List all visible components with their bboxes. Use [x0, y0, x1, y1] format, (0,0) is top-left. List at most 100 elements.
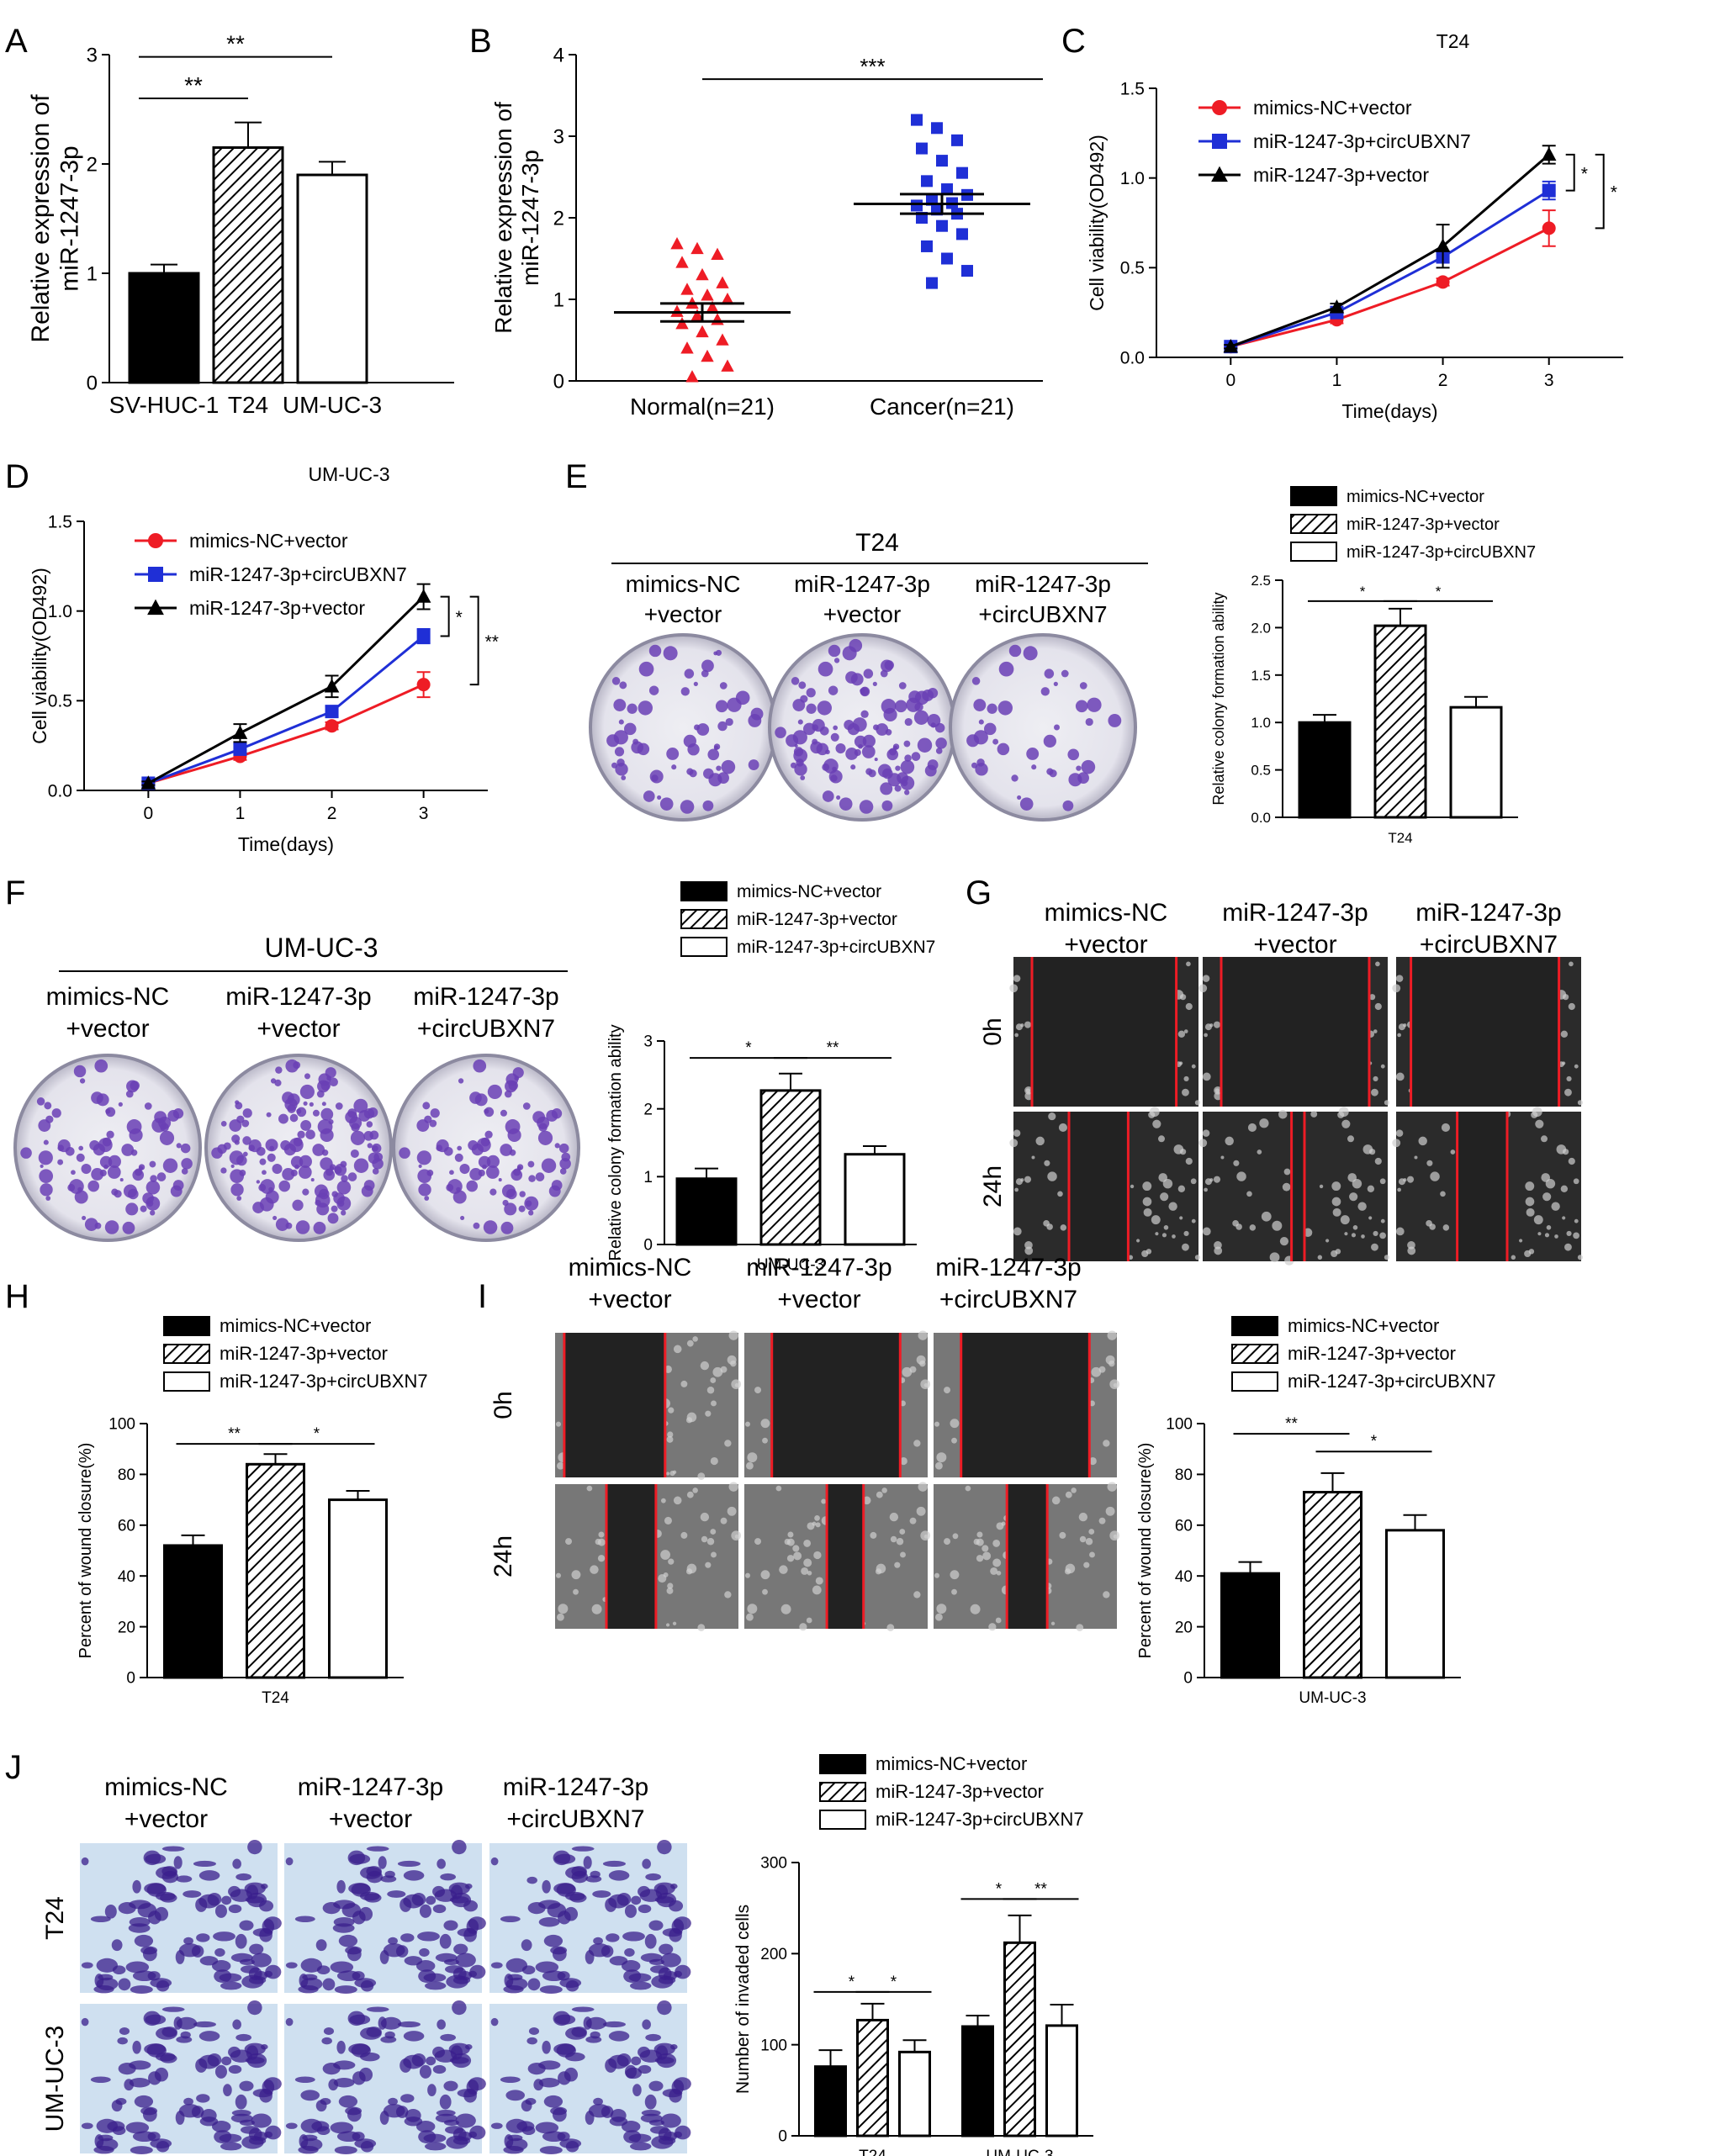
photo-e-dish-colony — [901, 779, 908, 786]
chart-b-ylabel-line: miR-1247-3p — [517, 150, 543, 286]
photo-e-dish-colony — [727, 697, 742, 712]
photo-g-image-cell — [1031, 1155, 1035, 1160]
photo-i-image-cell — [787, 1531, 794, 1538]
photo-f-dish-colony — [111, 1188, 119, 1196]
photo-i-image-cell — [803, 1540, 812, 1547]
photo-g-image-cell — [1357, 1202, 1367, 1211]
photo-j-image-cell — [125, 1961, 150, 1974]
photo-j-image-cell — [379, 2111, 389, 2125]
photo-f-dish-colony — [87, 1180, 100, 1192]
photo-j-image-cell — [300, 2090, 320, 2101]
photo-g-image-cell — [1574, 1218, 1579, 1223]
photo-g-image-cell — [1440, 1191, 1446, 1197]
photo-j-image-cell — [214, 1904, 227, 1918]
photo-f-dish-colony — [504, 1202, 517, 1216]
photo-i-image-cell — [660, 1550, 670, 1560]
photo-f-dish-colony — [561, 1152, 571, 1162]
photo-e-dish-colony — [862, 734, 876, 748]
photo-e-dish-colony — [900, 759, 915, 774]
chart-i-legend-swatch — [1231, 1316, 1278, 1336]
photo-j-image-cell — [347, 1947, 362, 1962]
chart-f-sig-label: ** — [827, 1039, 839, 1057]
photo-j-image-cell — [443, 2080, 458, 2091]
photo-g-image-cell — [1347, 1135, 1354, 1143]
photo-i-image-cell — [1109, 1379, 1120, 1390]
photo-i-image-cell — [992, 1558, 1002, 1567]
photo-f-title: UM-UC-3 — [264, 933, 378, 963]
photo-f-dish-colony — [299, 1084, 315, 1100]
photo-j-image-cell — [423, 1973, 447, 1983]
photo-i-row-label-line: 0h — [489, 1391, 517, 1419]
photo-i-image-gap — [960, 1333, 1090, 1477]
photo-j-image-cell — [642, 1858, 651, 1869]
photo-i-col-label-line: +circUBXN7 — [939, 1286, 1077, 1313]
chart-h-legend-swatch — [163, 1316, 210, 1336]
photo-i-image-cell — [1079, 1535, 1087, 1543]
photo-g-image-cell — [1373, 1075, 1378, 1082]
photo-f-dish-colony — [484, 1107, 495, 1118]
photo-g-image-cell — [1577, 1255, 1583, 1260]
photo-j-image-cell — [663, 1971, 678, 1980]
photo-j-image-cell — [608, 1870, 630, 1881]
photo-e-dish-colony — [791, 677, 800, 685]
photo-j-image-cell — [444, 2119, 459, 2127]
photo-j-image-cell — [384, 2031, 395, 2039]
chart-c-sig-label: * — [1581, 164, 1588, 183]
photo-e-dish-colony — [798, 681, 807, 690]
chart-h-legend-label: miR-1247-3p+vector — [220, 1343, 388, 1364]
photo-f-dish-colony — [336, 1180, 352, 1195]
photo-j-image-cell — [352, 2132, 365, 2142]
chart-j-sig-label: ** — [1034, 1880, 1047, 1898]
photo-j-image-cell — [336, 1879, 346, 1894]
photo-j-image-cell — [656, 1892, 677, 1908]
photo-f-dish-colony — [242, 1136, 251, 1145]
photo-f-dish-colony — [40, 1164, 44, 1168]
photo-i-image-cell — [666, 1587, 674, 1594]
photo-f-dish-colony — [287, 1104, 296, 1113]
photo-e-dish-colony — [615, 763, 628, 776]
photo-g-image-cell — [1136, 1239, 1140, 1243]
photo-j-image-cell — [144, 1883, 167, 1894]
photo-i-image-cell — [813, 1551, 822, 1560]
photo-j-image-cell — [565, 1866, 587, 1879]
photo-j-image-cell — [559, 2138, 582, 2148]
photo-f-dish-colony — [320, 1157, 333, 1170]
photo-i-image-cell — [916, 1506, 926, 1516]
chart-j-ylabel: Number of invaded cells — [733, 1905, 753, 2094]
photo-e-dish-colony — [666, 748, 680, 760]
chart-c-point — [1541, 146, 1557, 161]
photo-g-image-cell — [1537, 1232, 1542, 1236]
photo-i-image-cell — [660, 1498, 666, 1503]
photo-g-image-cell — [1158, 1135, 1165, 1143]
photo-f-dish-colony — [267, 1153, 276, 1162]
photo-j-image-cell — [119, 2027, 130, 2035]
photo-f-dish-colony — [181, 1168, 188, 1175]
chart-c-ylabel-line: Cell viability(OD492) — [1086, 135, 1108, 311]
photo-g-image-cell — [1143, 1207, 1152, 1217]
photo-i-image-cell — [870, 1531, 877, 1539]
photo-e-dish-colony — [817, 661, 833, 677]
photo-j-image-cell — [259, 1927, 272, 1942]
photo-g-image-cell — [1009, 984, 1019, 993]
photo-f-dish-colony — [466, 1180, 479, 1192]
chart-c-ylabel: Cell viability(OD492) — [1086, 135, 1108, 311]
photo-e-dish-colony — [611, 677, 621, 685]
photo-i-image — [555, 1330, 742, 1480]
photo-j-image-cell — [552, 1947, 567, 1962]
photo-g-image-cell — [1009, 1139, 1019, 1148]
photo-g-image-cell — [1541, 1135, 1548, 1143]
chart-d-legend-marker — [147, 599, 164, 616]
photo-j-image-cell — [468, 1916, 486, 1931]
photo-f-dish-colony — [123, 1184, 137, 1198]
photo-i-image-cell — [728, 1330, 738, 1340]
chart-j-legend-swatch — [819, 1810, 866, 1830]
photo-f-dish-colony — [457, 1145, 463, 1151]
photo-g-image-cell — [1191, 1064, 1196, 1069]
chart-c-legend-label: miR-1247-3p+circUBXN7 — [1253, 130, 1471, 152]
photo-e-dish-colony — [1076, 765, 1082, 771]
panel-label-a: A — [5, 23, 28, 60]
photo-e-dish-colony — [1081, 759, 1096, 774]
photo-j-image-cell — [321, 2037, 332, 2045]
photo-e-dish-colony — [657, 795, 662, 800]
photo-j-image-cell — [533, 2079, 544, 2091]
